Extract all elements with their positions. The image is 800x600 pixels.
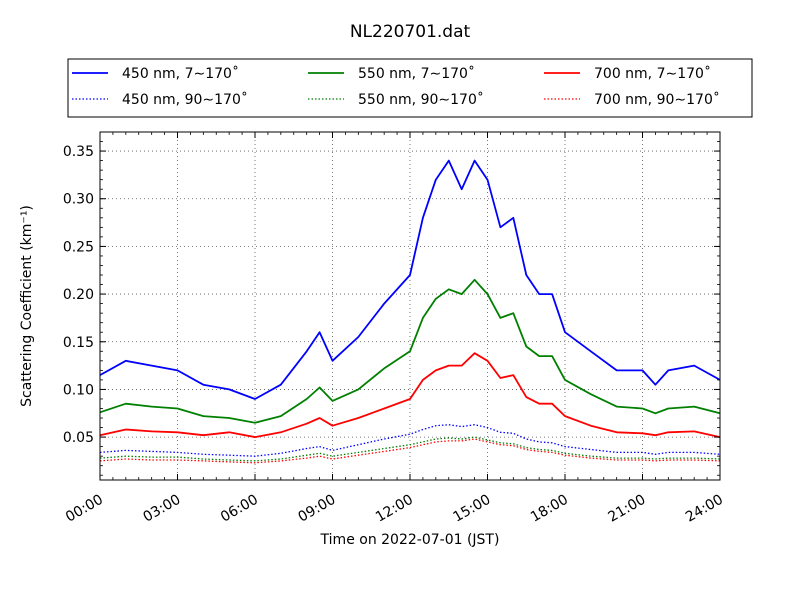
plot-area	[100, 132, 720, 480]
series-line-3	[99, 436, 721, 462]
x-tick-label: 24:00	[683, 492, 726, 526]
x-tick-label: 06:00	[218, 492, 261, 526]
y-axis-label: Scattering Coefficient (km⁻¹)	[19, 205, 35, 407]
y-tick-label: 0.05	[63, 430, 94, 446]
x-tick-label: 21:00	[606, 492, 649, 526]
chart-title: NL220701.dat	[350, 22, 471, 42]
x-tick-label: 00:00	[63, 492, 106, 526]
legend-label: 550 nm, 7∼170˚	[358, 65, 475, 82]
legend-label: 550 nm, 90∼170˚	[358, 91, 484, 108]
legend-label: 450 nm, 7∼170˚	[122, 65, 239, 82]
y-tick-labels: 0.05 0.10 0.15 0.20 0.25 0.30 0.35	[63, 144, 94, 446]
legend-label: 450 nm, 90∼170˚	[122, 91, 248, 108]
legend-label: 700 nm, 90∼170˚	[594, 91, 720, 108]
y-tick-label: 0.30	[63, 192, 94, 208]
x-tick-label: 15:00	[451, 492, 494, 526]
x-tick-label: 03:00	[141, 492, 184, 526]
legend: 450 nm, 7∼170˚ 450 nm, 90∼170˚ 550 nm, 7∼1…	[67, 58, 753, 118]
x-tick-label: 09:00	[296, 492, 339, 526]
x-tick-label: 12:00	[373, 492, 416, 526]
x-tick-label: 18:00	[528, 492, 571, 526]
series-line-4	[99, 352, 721, 439]
series-line-0	[99, 159, 721, 400]
x-axis-label: Time on 2022-07-01 (JST)	[320, 532, 500, 548]
series-line-5	[99, 438, 721, 464]
series-line-2	[99, 278, 721, 424]
x-tick-labels: 00:00 03:00 06:00 09:00 12:00 15:00 18:00 21:00…	[63, 492, 726, 526]
axes	[99, 131, 721, 481]
y-tick-label: 0.20	[63, 287, 94, 303]
y-tick-label: 0.35	[63, 144, 94, 160]
plot-border	[99, 131, 721, 481]
legend-box	[67, 58, 753, 118]
legend-label: 700 nm, 7∼170˚	[594, 65, 711, 82]
grid-lines	[100, 132, 720, 480]
y-tick-label: 0.10	[63, 382, 94, 398]
y-tick-label: 0.15	[63, 335, 94, 351]
series-lines	[99, 159, 721, 464]
y-tick-label: 0.25	[63, 239, 94, 255]
